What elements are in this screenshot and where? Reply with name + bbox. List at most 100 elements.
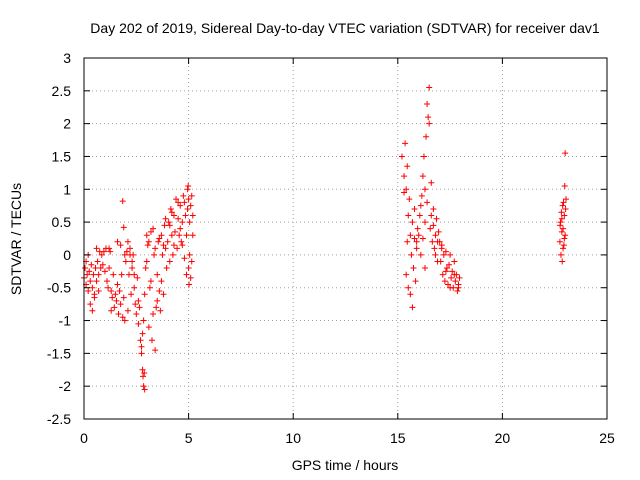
data-point [146,284,153,291]
data-point [95,288,102,295]
data-point [560,199,567,206]
data-point [560,245,567,252]
data-point [154,297,161,304]
data-point [186,251,193,258]
data-point [409,304,416,311]
data-point [440,251,447,258]
data-point [405,212,412,219]
data-point [99,261,106,268]
y-tick-label: 0 [63,247,71,263]
data-point [559,258,566,265]
data-point [107,248,114,255]
data-point [443,265,450,272]
data-point [110,271,117,278]
data-point [90,271,97,278]
data-point [558,209,565,216]
data-point [411,205,418,212]
y-tick-label: 3 [63,50,71,66]
data-point [160,291,167,298]
data-point [180,192,187,199]
data-point [441,278,448,285]
data-point [134,274,141,281]
data-point [189,212,196,219]
data-point [155,238,162,245]
data-point [135,297,142,304]
data-point [87,278,94,285]
data-point [145,238,152,245]
data-point [184,186,191,193]
data-point [164,238,171,245]
data-point [170,212,177,219]
data-point [132,301,139,308]
data-point [415,232,422,239]
data-point [182,212,189,219]
data-point [429,238,436,245]
data-point [139,330,146,337]
data-point [160,242,167,249]
data-point [562,232,569,239]
data-point [106,245,113,252]
data-point [141,291,148,298]
data-point [421,265,428,272]
data-point [145,324,152,331]
data-point [181,255,188,262]
data-point [431,245,438,252]
data-point [129,265,136,272]
data-point [137,337,144,344]
plot-border [83,57,608,420]
data-point [157,307,164,314]
data-point [437,258,444,265]
y-tick-label: 1 [63,181,71,197]
data-point [561,182,568,189]
data-point [95,271,102,278]
data-point [128,291,135,298]
data-point [561,235,568,242]
data-point [117,301,124,308]
x-tick-label: 25 [599,430,615,446]
data-point [401,189,408,196]
data-point [562,205,569,212]
data-point [131,284,138,291]
data-point [452,278,459,285]
data-point [432,251,439,258]
data-point [188,192,195,199]
data-point [121,251,128,258]
data-point [127,251,134,258]
data-point [175,215,182,222]
data-point [85,288,92,295]
data-point [455,284,462,291]
data-point [143,232,150,239]
data-point [178,238,185,245]
data-point [111,304,118,311]
data-point [425,114,432,121]
data-point [177,202,184,209]
x-axis-label: GPS time / hours [292,457,399,473]
data-point [188,258,195,265]
data-point [419,173,426,180]
data-point [89,307,96,314]
data-point [156,235,163,242]
data-point [416,212,423,219]
data-point [446,261,453,268]
data-point [186,219,193,226]
data-point [129,258,136,265]
data-point [141,386,148,393]
data-point [121,317,128,324]
data-point [181,199,188,206]
data-point [91,291,98,298]
data-point [165,219,172,226]
data-point [106,265,113,272]
data-point [89,284,96,291]
data-point [447,251,454,258]
data-point [447,284,454,291]
data-point [139,373,146,380]
chart-title: Day 202 of 2019, Sidereal Day-to-day VTE… [90,20,600,36]
data-point [185,182,192,189]
data-point [412,278,419,285]
data-point [144,242,151,249]
data-point [557,222,564,229]
data-point [108,307,115,314]
data-point [410,265,417,272]
data-point [147,228,154,235]
